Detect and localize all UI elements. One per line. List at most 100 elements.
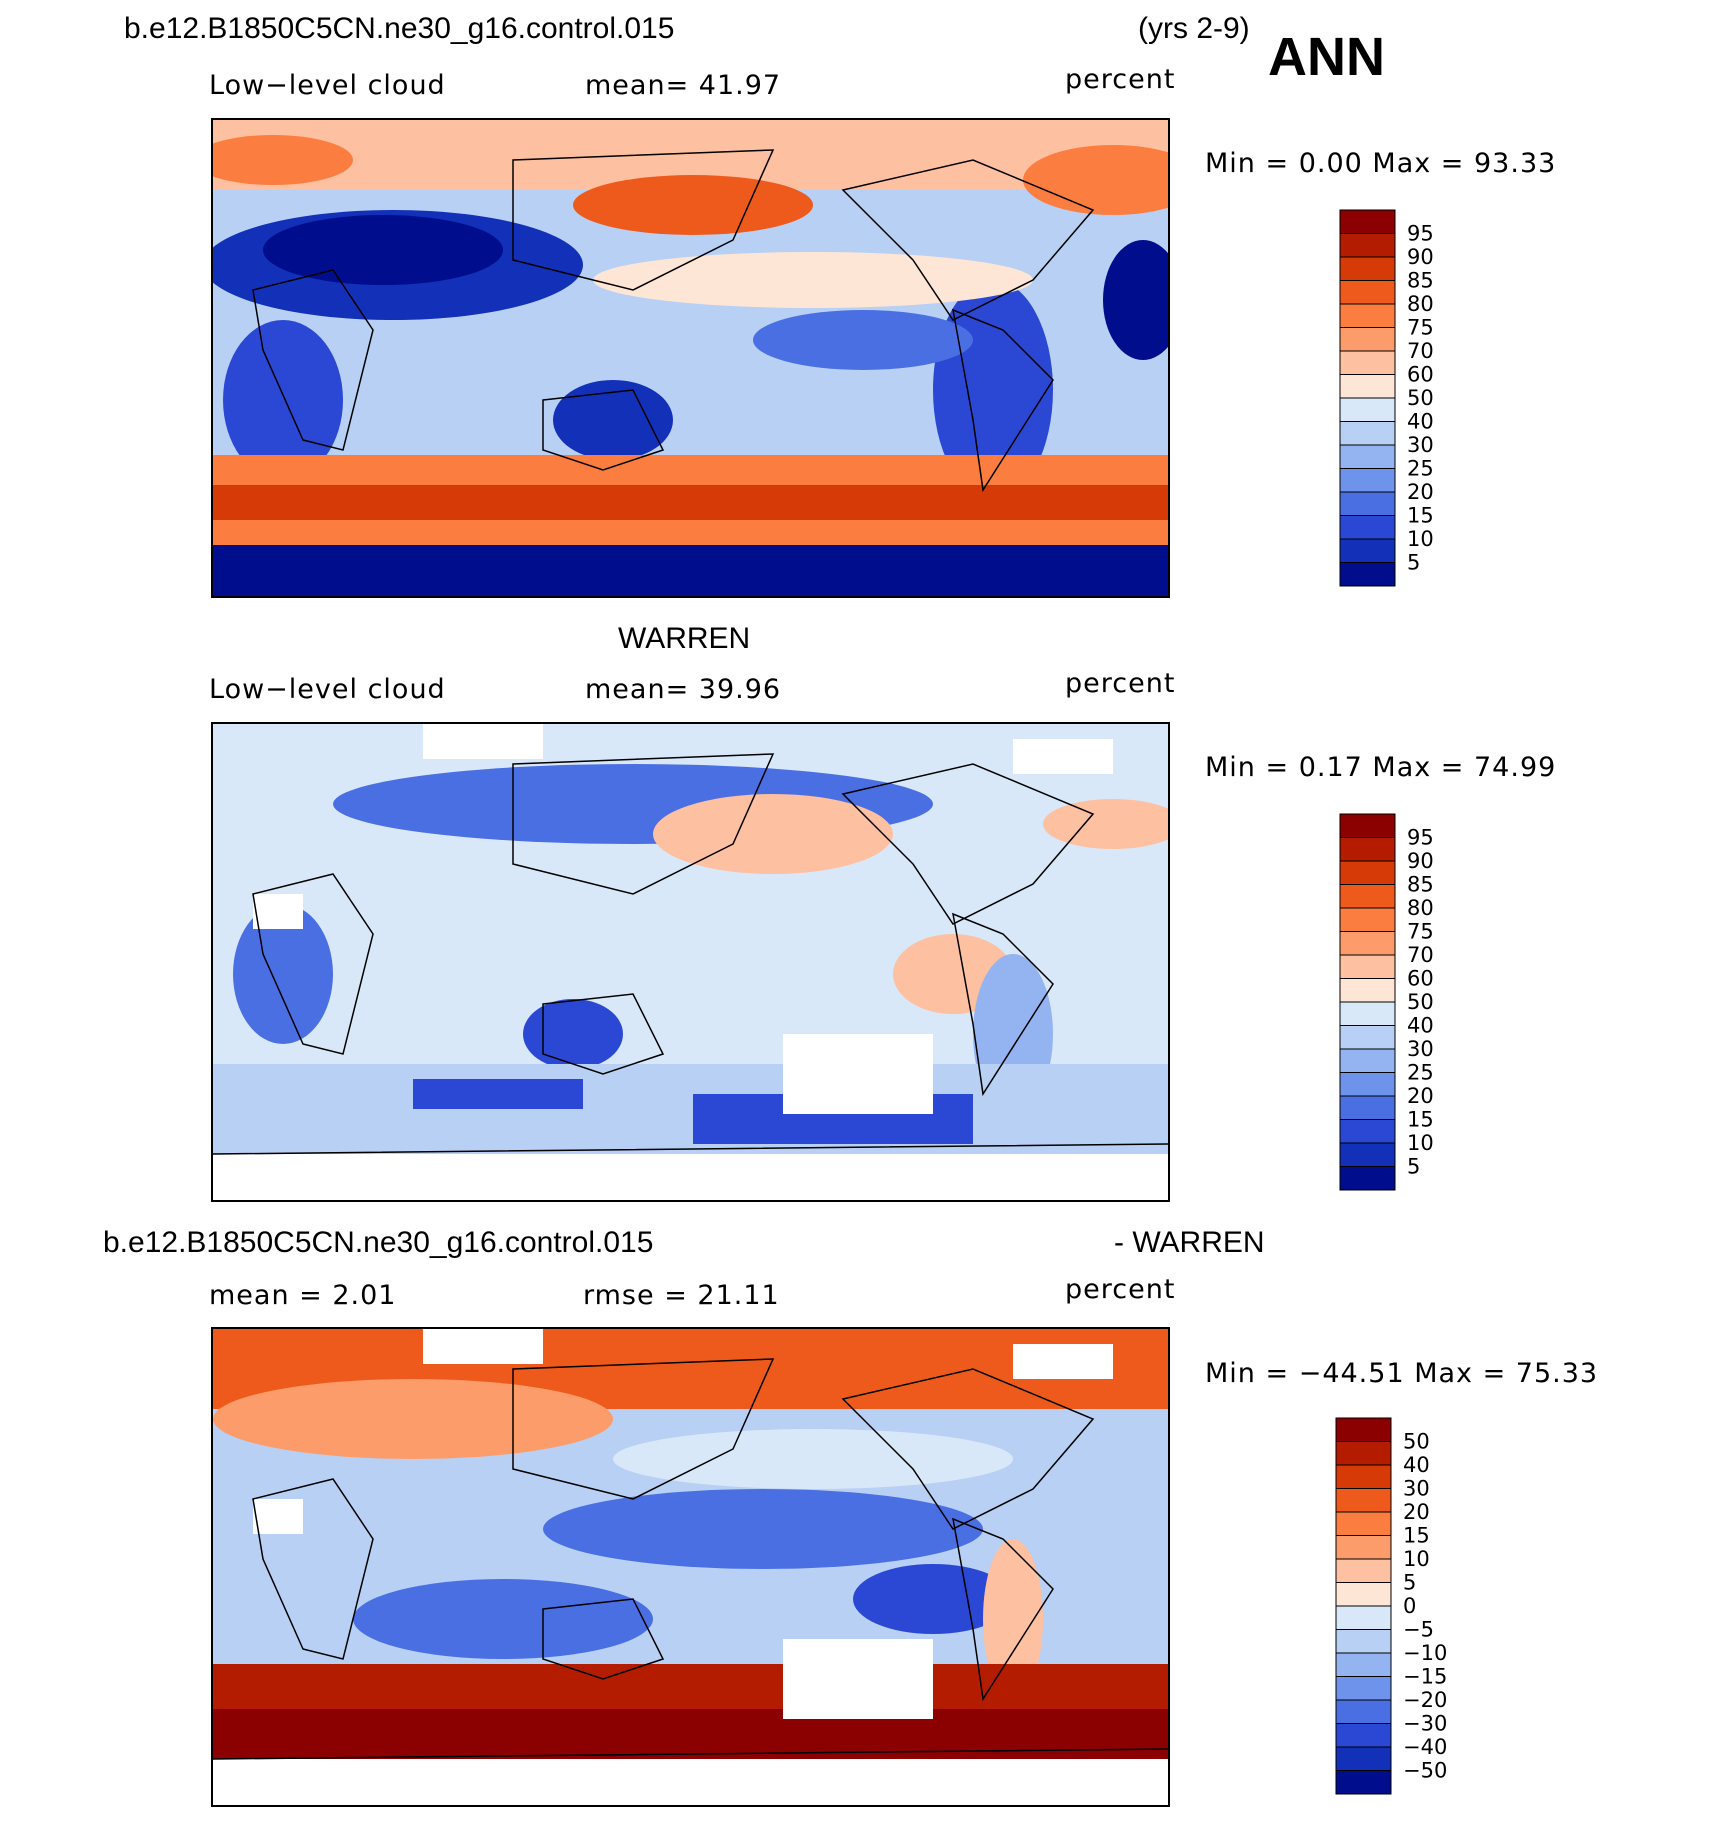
colorbar-tick-label: 95 <box>1407 826 1434 850</box>
dry-region <box>263 215 503 285</box>
colorbar-segment <box>1335 1535 1392 1560</box>
colorbar-segment <box>1339 374 1396 399</box>
colorbar-segment <box>1339 421 1396 446</box>
missing-data <box>1013 1344 1113 1379</box>
colorbar-segment <box>1339 209 1396 234</box>
colorbar-segment <box>1335 1558 1392 1583</box>
panel2-variable-label: Low−level cloud <box>209 674 446 705</box>
colorbar-tick-label: −20 <box>1403 1688 1447 1712</box>
colorbar-segment <box>1339 813 1396 838</box>
panel3-colorbar: 50 40 30 20 15 10 5 0 −5 −10 −15 −20 −30 −40 −50 <box>1335 1417 1486 1798</box>
colorbar-segment <box>1339 327 1396 352</box>
dry-region <box>233 904 333 1044</box>
colorbar-segment <box>1335 1417 1392 1442</box>
colorbar-tick-label: 20 <box>1407 1084 1434 1108</box>
antarctica-missing <box>213 1154 1168 1200</box>
panel2-units: percent <box>1065 668 1176 699</box>
colorbar-tick-label: 5 <box>1407 551 1420 575</box>
colorbar-tick-label: 20 <box>1407 480 1434 504</box>
colorbar-segment <box>1339 1166 1396 1191</box>
colorbar-segment <box>1335 1441 1392 1466</box>
colorbar-segment <box>1339 884 1396 909</box>
colorbar-tick-label: 15 <box>1407 1108 1434 1132</box>
panel1-map-svg <box>213 120 1168 596</box>
colorbar-segment <box>1339 491 1396 516</box>
colorbar-segment <box>1335 1770 1392 1795</box>
panel1-mean-value: mean= 41.97 <box>585 70 782 101</box>
panel2-heading: WARREN <box>618 622 751 655</box>
cloud-band <box>593 252 1033 308</box>
colorbar-tick-label: 50 <box>1403 1430 1430 1454</box>
missing-data <box>1013 739 1113 774</box>
colorbar-segment <box>1339 538 1396 563</box>
colorbar-segment <box>1335 1746 1392 1771</box>
panel1-minmax: Min = 0.00 Max = 93.33 <box>1205 148 1557 179</box>
colorbar-segment <box>1339 515 1396 540</box>
colorbar-tick-label: −50 <box>1403 1759 1447 1783</box>
dry-region <box>1103 240 1168 360</box>
colorbar-segment <box>1339 256 1396 281</box>
colorbar-tick-label: 90 <box>1407 245 1434 269</box>
southern-band <box>213 1064 1168 1154</box>
colorbar-segment <box>1339 468 1396 493</box>
cloud-blob <box>1023 145 1168 215</box>
colorbar-segment <box>1339 954 1396 979</box>
near-zero-region <box>613 1429 1013 1489</box>
colorbar-tick-label: 5 <box>1407 1155 1420 1179</box>
colorbar-segment <box>1335 1582 1392 1607</box>
colorbar-segment <box>1339 444 1396 469</box>
dry-region <box>753 310 973 370</box>
colorbar-segment <box>1339 562 1396 587</box>
colorbar-tick-label: 25 <box>1407 457 1434 481</box>
colorbar-tick-label: 85 <box>1407 269 1434 293</box>
panel2-map-svg <box>213 724 1168 1200</box>
panel1-variable-label: Low−level cloud <box>209 70 446 101</box>
colorbar-segment <box>1339 931 1396 956</box>
colorbar-tick-label: 40 <box>1407 1014 1434 1038</box>
panel3-map-svg <box>213 1329 1168 1805</box>
missing-data <box>783 1034 933 1114</box>
colorbar-tick-label: 10 <box>1407 527 1434 551</box>
colorbar-segment <box>1335 1676 1392 1701</box>
positive-region <box>983 1539 1043 1699</box>
colorbar-segment <box>1339 1072 1396 1097</box>
colorbar-segment <box>1339 233 1396 258</box>
colorbar-segment <box>1339 1142 1396 1167</box>
colorbar-tick-label: 10 <box>1407 1131 1434 1155</box>
colorbar-tick-label: 10 <box>1403 1547 1430 1571</box>
colorbar-tick-label: 50 <box>1407 990 1434 1014</box>
colorbar-tick-label: −15 <box>1403 1665 1447 1689</box>
colorbar-segment <box>1339 303 1396 328</box>
colorbar-tick-label: −10 <box>1403 1641 1447 1665</box>
panel1-colorbar: 95 90 85 80 75 70 60 50 40 30 25 20 15 10 5 <box>1339 209 1480 590</box>
panel3-heading-right: - WARREN <box>1114 1226 1265 1259</box>
negative-region <box>853 1564 1013 1634</box>
missing-data <box>253 1499 303 1534</box>
colorbar-segment <box>1335 1605 1392 1630</box>
colorbar-tick-label: 90 <box>1407 849 1434 873</box>
colorbar-tick-label: 60 <box>1407 363 1434 387</box>
coastlines <box>252 149 1095 493</box>
colorbar-segment <box>1339 978 1396 1003</box>
case-title: b.e12.B1850C5CN.ne30_g16.control.015 <box>124 12 675 45</box>
colorbar-tick-label: −40 <box>1403 1735 1447 1759</box>
panel3-mean-value: mean = 2.01 <box>209 1280 397 1311</box>
panel3-minmax: Min = −44.51 Max = 75.33 <box>1205 1358 1599 1389</box>
dry-region <box>553 380 673 460</box>
colorbar-tick-label: 85 <box>1407 873 1434 897</box>
missing-data <box>253 894 303 929</box>
dry-region <box>523 999 623 1069</box>
colorbar-segment <box>1339 1119 1396 1144</box>
colorbar-segment <box>1339 860 1396 885</box>
panel3-rmse-value: rmse = 21.11 <box>583 1280 780 1311</box>
colorbar-segment <box>1339 1048 1396 1073</box>
colorbar-tick-label: 15 <box>1407 504 1434 528</box>
colorbar-tick-label: 60 <box>1407 967 1434 991</box>
colorbar-segment <box>1339 1095 1396 1120</box>
colorbar-tick-label: 25 <box>1407 1061 1434 1085</box>
panel1-map <box>211 118 1170 598</box>
colorbar-segment <box>1339 397 1396 422</box>
